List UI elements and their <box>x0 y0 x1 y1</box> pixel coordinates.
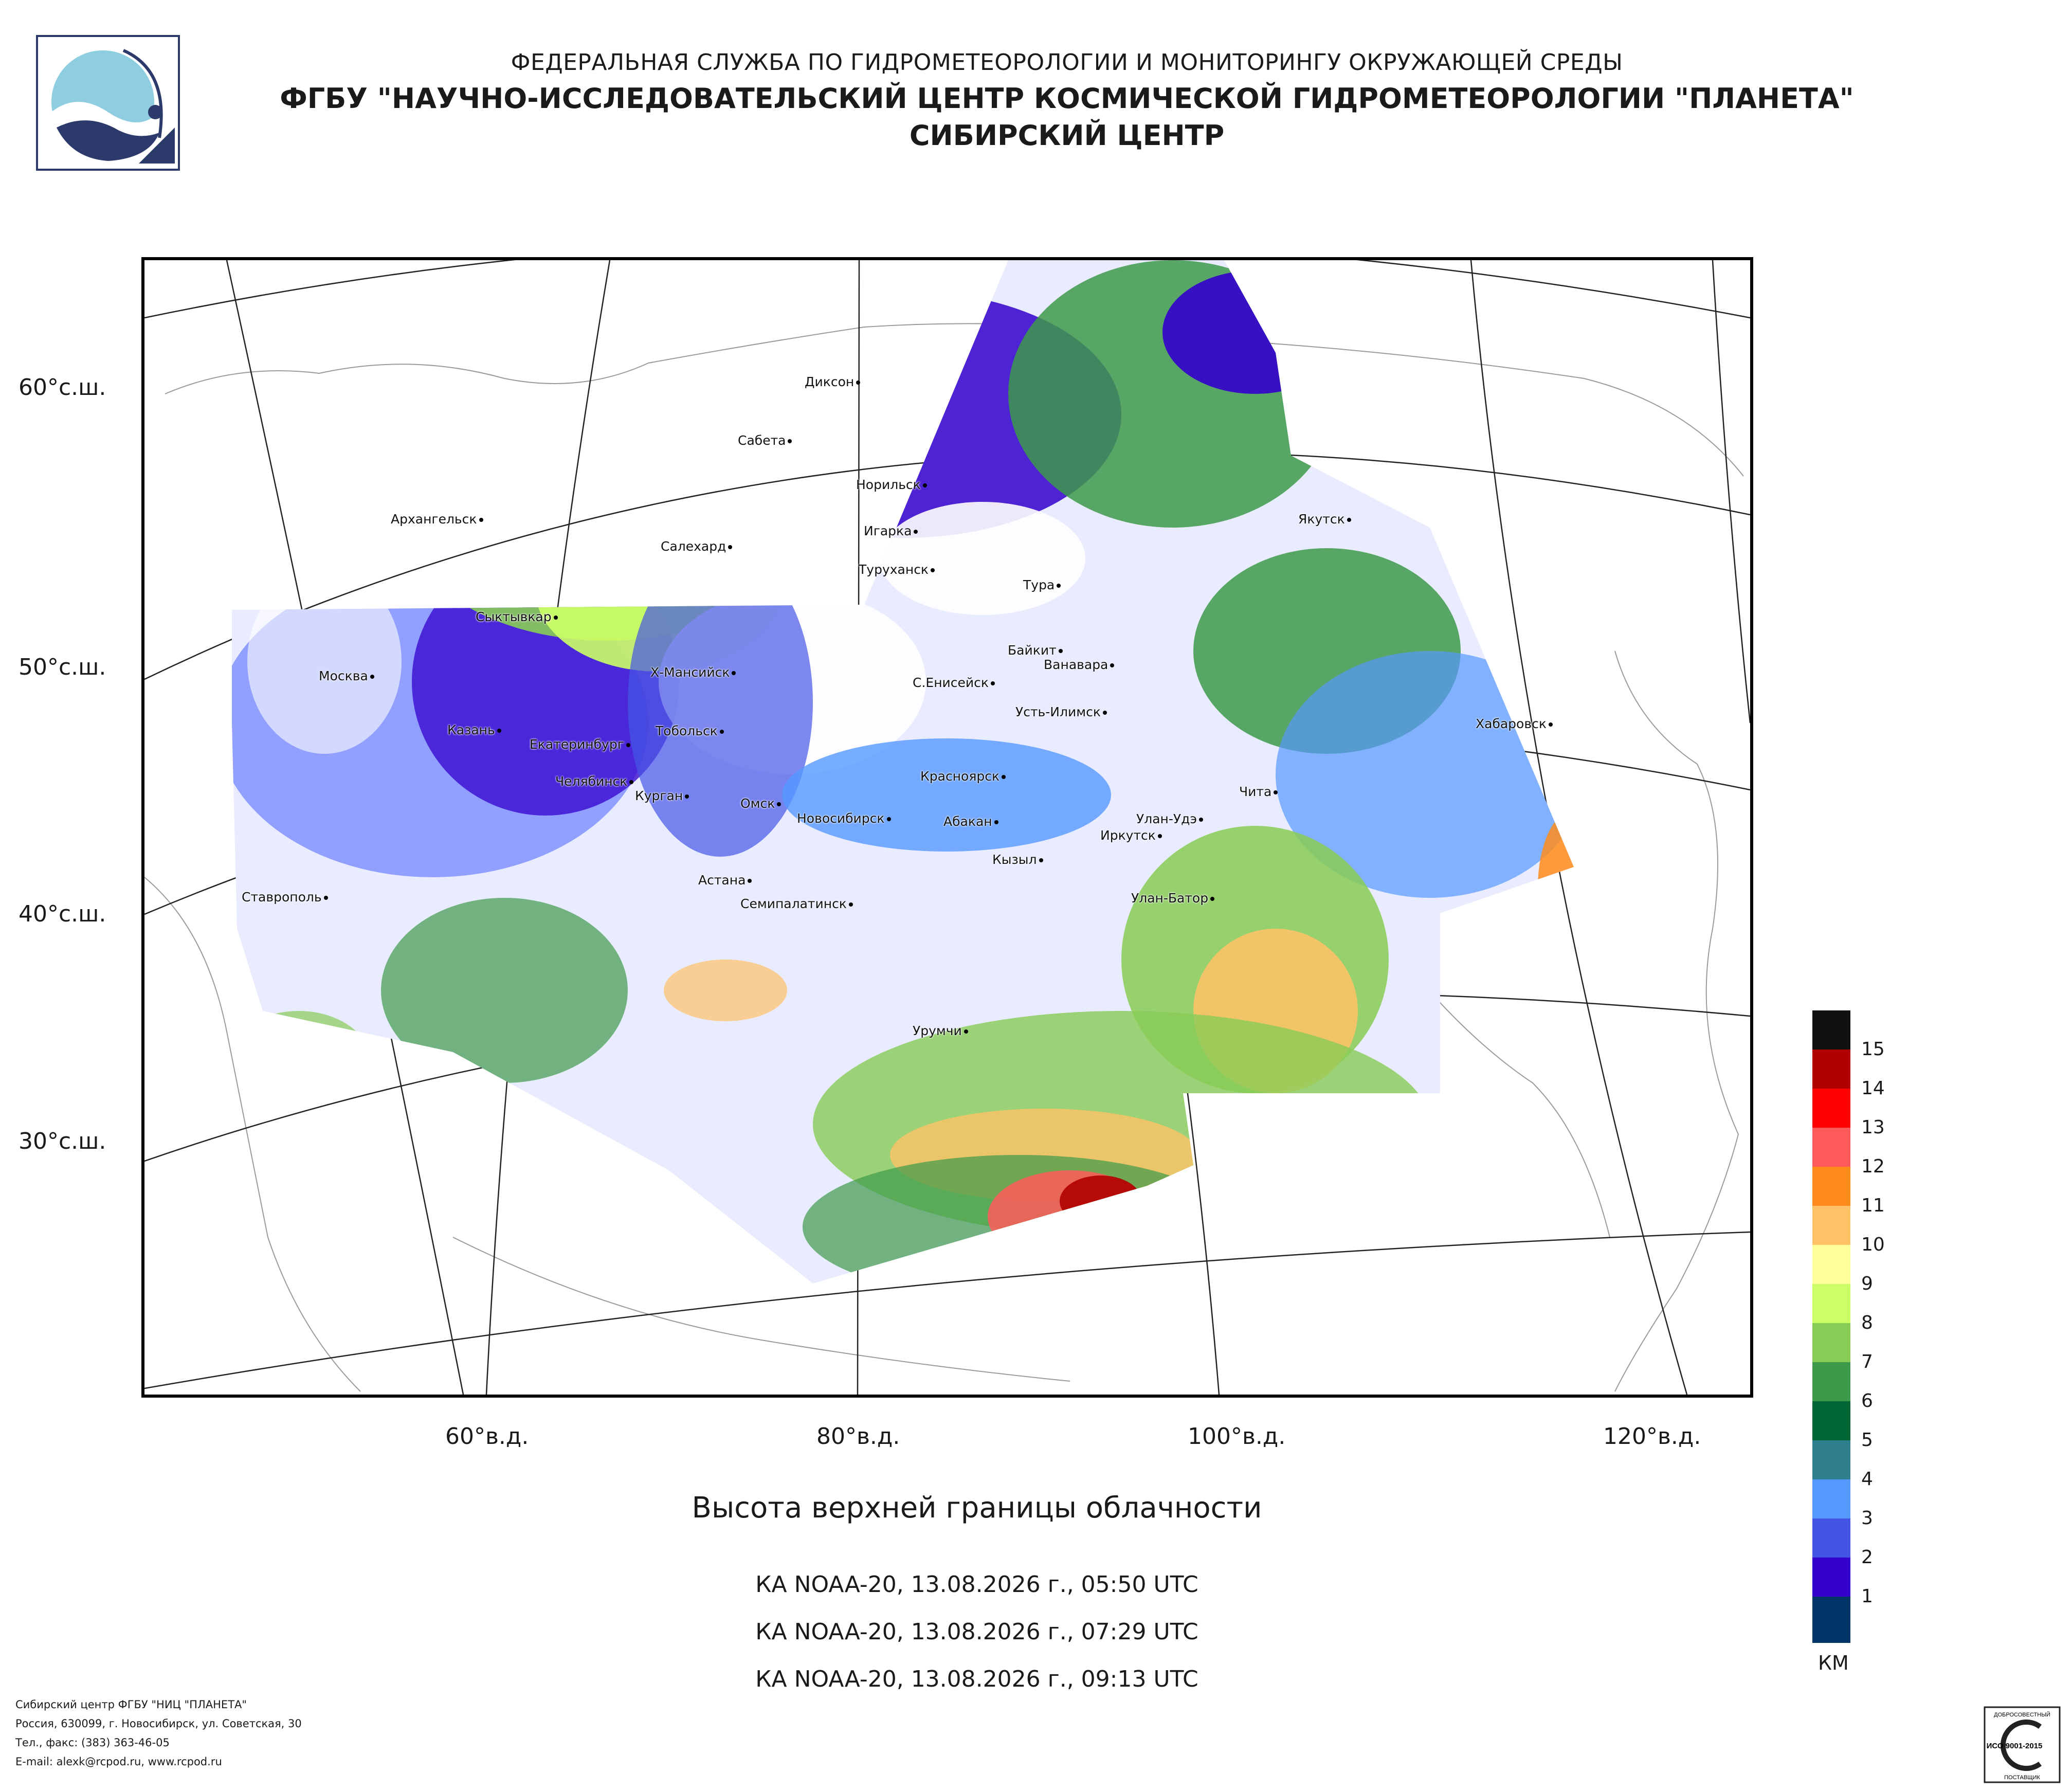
city-label: Новосибирск <box>797 811 891 826</box>
legend-swatch <box>1812 1518 1850 1558</box>
city-label: Улан-Удэ <box>1136 811 1204 826</box>
legend-value: 7 <box>1861 1351 1873 1372</box>
legend-value: 2 <box>1861 1547 1873 1568</box>
footer-org: Сибирский центр ФГБУ "НИЦ "ПЛАНЕТА" <box>15 1698 247 1711</box>
cloud-top-map <box>141 257 1753 1398</box>
city-label: Кызыл <box>992 852 1043 867</box>
legend-swatch <box>1812 1479 1850 1518</box>
city-label: Тобольск <box>656 723 724 738</box>
legend-swatch <box>1812 1206 1850 1245</box>
legend-value: 8 <box>1861 1312 1873 1333</box>
footer-phone: Тел., факс: (383) 363-46-05 <box>15 1736 170 1749</box>
city-label: Салехард <box>661 539 733 554</box>
legend-value: 12 <box>1861 1156 1885 1177</box>
city-label: Курган <box>635 788 689 803</box>
satellite-pass: КА NOAA-20, 13.08.2026 г., 07:29 UTC <box>755 1619 1198 1645</box>
city-label: Туруханск <box>859 562 935 577</box>
legend-value: 4 <box>1861 1469 1873 1490</box>
legend-swatch <box>1812 1128 1850 1167</box>
cert-top-text: ДОБРОСОВЕСТНЫЙ <box>1994 1711 2050 1718</box>
legend-value: 6 <box>1861 1390 1873 1412</box>
lat-label-50: 50°с.ш. <box>19 654 106 680</box>
legend-swatch <box>1812 1245 1850 1284</box>
legend-swatch <box>1812 1597 1850 1643</box>
lat-label-30: 30°с.ш. <box>19 1128 106 1154</box>
legend-swatch <box>1812 1440 1850 1479</box>
city-label: Москва <box>319 668 374 683</box>
lon-label-100: 100°в.д. <box>1188 1423 1286 1450</box>
city-label: Сабета <box>738 433 792 448</box>
lon-label-80: 80°в.д. <box>816 1423 900 1450</box>
city-label: Усть-Илимск <box>1015 704 1107 719</box>
city-label: Чита <box>1239 784 1278 799</box>
legend-value: 11 <box>1861 1195 1885 1216</box>
satellite-pass: КА NOAA-20, 13.08.2026 г., 05:50 UTC <box>755 1571 1198 1598</box>
header-center: СИБИРСКИЙ ЦЕНТР <box>909 119 1225 152</box>
legend-units: КМ <box>1818 1652 1849 1674</box>
satellite-pass: КА NOAA-20, 13.08.2026 г., 09:13 UTC <box>755 1666 1198 1692</box>
city-label: Урумчи <box>913 1023 968 1038</box>
city-label: Байкит <box>1008 643 1063 658</box>
legend-value: 10 <box>1861 1234 1885 1255</box>
city-label: Екатеринбург <box>530 737 630 752</box>
city-label: Сыктывкар <box>476 609 558 624</box>
legend-value: 13 <box>1861 1117 1885 1138</box>
legend-swatch <box>1812 1089 1850 1128</box>
lon-label-120: 120°в.д. <box>1603 1423 1701 1450</box>
legend-swatch <box>1812 1323 1850 1362</box>
city-label: Ванавара <box>1044 657 1115 672</box>
lat-label-60: 60°с.ш. <box>19 374 106 401</box>
city-label: Тура <box>1023 577 1061 592</box>
legend-value: 14 <box>1861 1078 1885 1099</box>
legend-swatch <box>1812 1558 1850 1597</box>
city-label: Семипалатинск <box>740 896 853 911</box>
city-label: Абакан <box>943 814 998 829</box>
city-label: Астана <box>698 873 752 888</box>
city-label: С.Енисейск <box>913 675 995 690</box>
legend-swatch <box>1812 1401 1850 1440</box>
legend-value: 5 <box>1861 1430 1873 1451</box>
city-label: Диксон <box>805 374 861 389</box>
iso-certification-badge: ДОБРОСОВЕСТНЫЙ ИСО 9001-2015 ПОСТАВЩИК <box>1984 1706 2061 1783</box>
city-label: Казань <box>447 722 501 737</box>
footer-address: Россия, 630099, г. Новосибирск, ул. Сове… <box>15 1717 302 1730</box>
product-title: Высота верхней границы облачности <box>692 1491 1262 1525</box>
legend-swatch <box>1812 1010 1850 1050</box>
height-legend <box>1812 1010 1850 1643</box>
city-label: Ставрополь <box>242 890 328 904</box>
city-label: Норильск <box>856 477 927 492</box>
footer-contact: E-mail: alexk@rcpod.ru, www.rcpod.ru <box>15 1756 222 1768</box>
legend-swatch <box>1812 1284 1850 1323</box>
cert-mid-text: ИСО 9001-2015 <box>1987 1742 2043 1750</box>
cert-bottom-text: ПОСТАВЩИК <box>2004 1775 2040 1781</box>
lat-label-40: 40°с.ш. <box>19 901 106 927</box>
lon-label-60: 60°в.д. <box>445 1423 529 1450</box>
legend-value: 15 <box>1861 1039 1885 1060</box>
city-label: Красноярск <box>920 769 1006 784</box>
city-label: Х-Мансийск <box>650 665 736 680</box>
planeta-logo <box>36 35 180 171</box>
legend-swatch <box>1812 1167 1850 1206</box>
legend-swatch <box>1812 1050 1850 1089</box>
legend-value: 3 <box>1861 1508 1873 1529</box>
header-institute: ФГБУ "НАУЧНО-ИССЛЕДОВАТЕЛЬСКИЙ ЦЕНТР КОС… <box>280 82 1854 115</box>
city-label: Архангельск <box>391 512 483 527</box>
legend-swatch <box>1812 1362 1850 1401</box>
legend-value: 9 <box>1861 1273 1873 1294</box>
city-label: Улан-Батор <box>1131 891 1215 906</box>
header-agency: ФЕДЕРАЛЬНАЯ СЛУЖБА ПО ГИДРОМЕТЕОРОЛОГИИ … <box>511 49 1623 76</box>
city-label: Хабаровск <box>1476 716 1553 731</box>
legend-value: 1 <box>1861 1586 1873 1607</box>
city-label: Челябинск <box>555 774 634 789</box>
city-label: Игарка <box>864 523 918 538</box>
city-label: Якутск <box>1298 512 1351 527</box>
map-graphic <box>144 260 1750 1395</box>
city-label: Иркутск <box>1100 828 1162 843</box>
city-label: Омск <box>740 796 781 811</box>
